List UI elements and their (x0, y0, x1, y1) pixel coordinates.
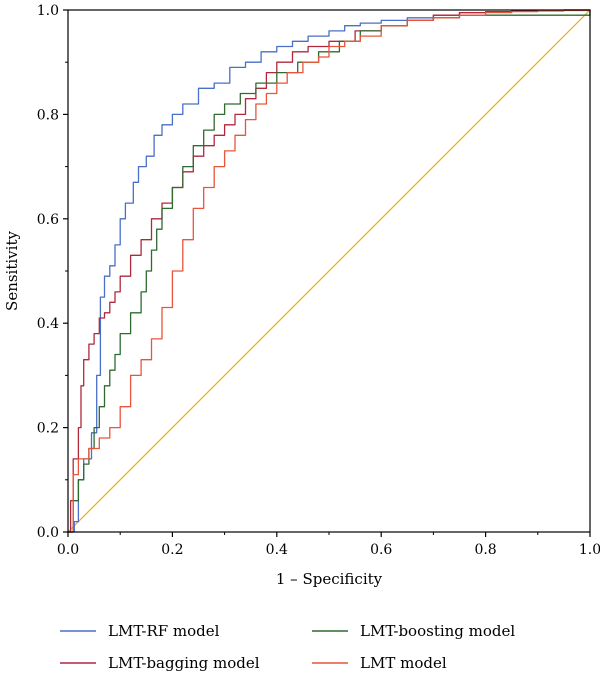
x-tick-label: 1.0 (579, 542, 600, 558)
y-tick-label: 0.2 (37, 421, 59, 437)
legend-label-4: LMT model (360, 654, 447, 672)
y-tick-label: 0.4 (37, 316, 59, 332)
series-line-1 (68, 9, 590, 533)
legend-label-3: LMT-boosting model (360, 622, 515, 640)
legend-label-2: LMT-bagging model (108, 654, 260, 672)
x-tick-label: 0.8 (474, 542, 496, 558)
x-tick-label: 0.4 (266, 542, 288, 558)
reference-diagonal-line (67, 9, 591, 533)
legend-label-1: LMT-RF model (108, 622, 220, 640)
legend: LMT-RF model LMT-bagging model LMT-boostin… (60, 622, 515, 672)
x-tick-label: 0.0 (57, 542, 79, 558)
x-axis-label: 1 – Specificity (276, 570, 383, 588)
y-axis-label: Sensitivity (3, 231, 21, 311)
x-tick-label: 0.2 (161, 542, 183, 558)
axes: 0.0 0.2 0.4 0.6 0.8 1.0 0.0 0.2 0.4 0.6 0.8 1.0 1 – … (3, 3, 600, 588)
series-line-4 (68, 9, 591, 533)
y-tick-label: 0.8 (37, 107, 59, 123)
y-tick-label: 1.0 (37, 3, 59, 19)
y-tick-label: 0.6 (37, 212, 59, 228)
plot-area (67, 9, 591, 533)
y-tick-label: 0.0 (37, 525, 59, 541)
x-tick-label: 0.6 (370, 542, 392, 558)
